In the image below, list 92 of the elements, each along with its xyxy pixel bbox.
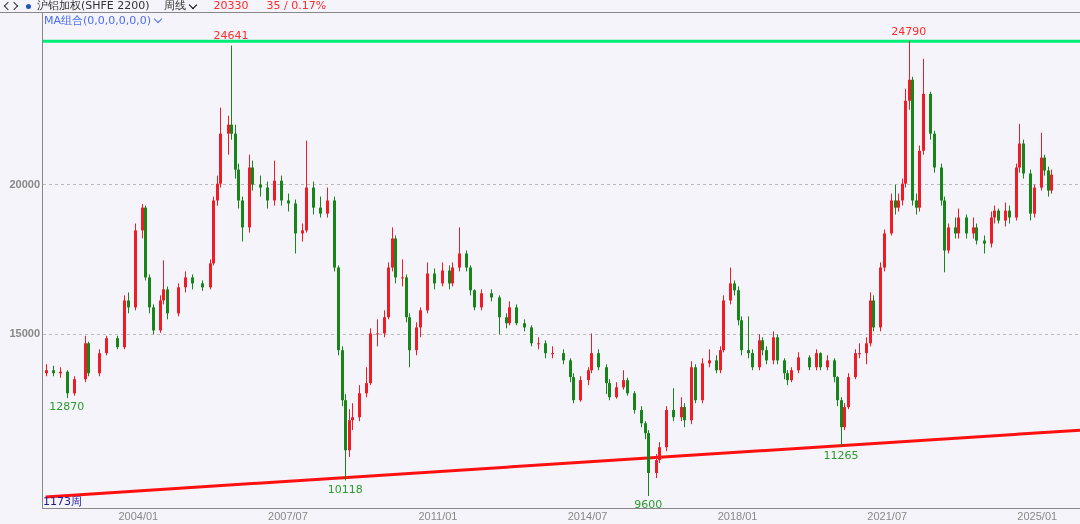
candlestick	[480, 288, 483, 311]
candlestick	[530, 324, 533, 347]
x-tick-label: 2021/07	[867, 509, 908, 522]
candlestick	[915, 193, 918, 216]
candlestick	[105, 335, 108, 356]
chart-subtitle: 周线	[163, 0, 186, 12]
candlestick	[579, 375, 582, 403]
candlestick	[326, 187, 329, 219]
candlestick	[772, 330, 775, 365]
candlestick	[319, 196, 322, 219]
candlestick	[729, 267, 732, 305]
candlestick	[683, 402, 686, 428]
candlestick	[227, 115, 230, 156]
annotation: MA组合(0,0,0,0,0,0)	[44, 13, 152, 28]
candlestick	[622, 369, 625, 391]
candlestick	[640, 405, 643, 428]
candlestick	[957, 208, 960, 239]
candlestick	[230, 45, 233, 141]
candlestick	[448, 264, 451, 290]
candlestick	[633, 390, 636, 415]
annotation: 12870	[49, 400, 85, 414]
candlestick	[465, 249, 468, 272]
chart-title: 沪铝加权(SHFE 2200)	[37, 0, 150, 12]
candlestick	[680, 396, 683, 422]
annotation: 11265	[823, 448, 859, 462]
candlestick	[751, 348, 754, 371]
candlestick	[498, 294, 501, 335]
candlestick	[597, 348, 600, 371]
candlestick	[184, 270, 187, 293]
annotation: 24790	[891, 24, 927, 38]
candlestick	[1050, 169, 1053, 195]
annotation: 24641	[213, 28, 249, 42]
candlestick	[358, 384, 361, 422]
x-tick-label: 2011/01	[418, 509, 458, 522]
candlestick	[251, 160, 254, 192]
candlestick	[954, 217, 957, 239]
x-tick-label: 2018/01	[717, 509, 758, 522]
y-tick-label: 15000	[9, 327, 40, 340]
candlestick	[508, 300, 511, 326]
candlestick	[266, 181, 269, 210]
candlestick	[152, 303, 155, 335]
annotation: 10118	[327, 482, 363, 496]
candlestick	[419, 306, 422, 338]
candlestick	[1047, 166, 1050, 198]
candlestick	[469, 264, 472, 296]
candlestick	[972, 217, 975, 239]
candlestick	[312, 181, 315, 216]
x-tick-label: 2025/01	[1017, 509, 1058, 522]
candlestick	[383, 309, 386, 338]
candlestick	[259, 175, 262, 198]
x-tick-label: 2014/07	[567, 509, 608, 522]
candlestick	[365, 366, 368, 398]
candlestick	[947, 223, 950, 254]
candlestick	[473, 288, 476, 311]
annotation: 9600	[634, 498, 663, 512]
candlestick	[166, 285, 169, 320]
candlestick	[376, 318, 379, 347]
candlestick	[98, 348, 101, 377]
x-tick-label: 2007/07	[268, 509, 308, 522]
candlestick	[73, 375, 76, 397]
text: 35 / 0.17%	[266, 0, 327, 12]
candlestick	[797, 351, 800, 374]
candlestick	[458, 226, 461, 272]
candlestick	[865, 336, 868, 365]
candlestick	[975, 223, 978, 245]
candlestick	[908, 40, 911, 111]
candlestick	[537, 336, 540, 350]
candlestick	[273, 160, 276, 207]
candlestick	[551, 345, 554, 359]
candlestick	[433, 267, 436, 290]
candlestick	[451, 261, 454, 287]
x-tick-label: 2004/01	[118, 509, 159, 522]
candlestick	[280, 175, 283, 207]
candlestick	[776, 333, 779, 365]
candlestick	[965, 214, 968, 239]
candlestick	[401, 258, 404, 287]
candlestick	[672, 387, 675, 422]
y-tick-label: 20000	[9, 177, 40, 190]
candlestick	[843, 402, 846, 431]
candlestick	[515, 303, 518, 326]
text: 20330	[213, 0, 249, 12]
candlestick	[854, 348, 857, 380]
candlestick	[141, 203, 144, 239]
annotation: 1173周	[43, 494, 82, 509]
candlestick	[415, 321, 418, 356]
candlestick	[1043, 154, 1046, 177]
candlestick	[815, 348, 818, 371]
candlestick	[747, 315, 750, 359]
candlestick	[66, 369, 69, 399]
candlestick	[127, 291, 130, 314]
candlestick	[1004, 202, 1007, 228]
candlestick	[441, 261, 444, 287]
